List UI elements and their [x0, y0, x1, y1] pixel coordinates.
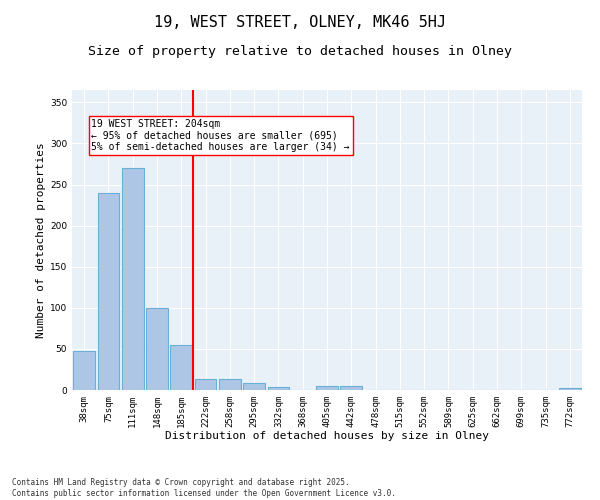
Bar	[268, 386, 289, 390]
Bar	[219, 380, 241, 390]
Text: Contains HM Land Registry data © Crown copyright and database right 2025.
Contai: Contains HM Land Registry data © Crown c…	[12, 478, 396, 498]
Bar	[243, 384, 265, 390]
Text: 19, WEST STREET, OLNEY, MK46 5HJ: 19, WEST STREET, OLNEY, MK46 5HJ	[154, 15, 446, 30]
Bar	[97, 192, 119, 390]
Bar	[122, 168, 143, 390]
Bar	[170, 345, 192, 390]
Text: 19 WEST STREET: 204sqm
← 95% of detached houses are smaller (695)
5% of semi-det: 19 WEST STREET: 204sqm ← 95% of detached…	[91, 119, 350, 152]
Bar	[340, 386, 362, 390]
Bar	[316, 386, 338, 390]
Bar	[194, 380, 217, 390]
Y-axis label: Number of detached properties: Number of detached properties	[36, 142, 46, 338]
Text: Size of property relative to detached houses in Olney: Size of property relative to detached ho…	[88, 45, 512, 58]
Bar	[73, 350, 95, 390]
X-axis label: Distribution of detached houses by size in Olney: Distribution of detached houses by size …	[165, 432, 489, 442]
Bar	[146, 308, 168, 390]
Bar	[559, 388, 581, 390]
